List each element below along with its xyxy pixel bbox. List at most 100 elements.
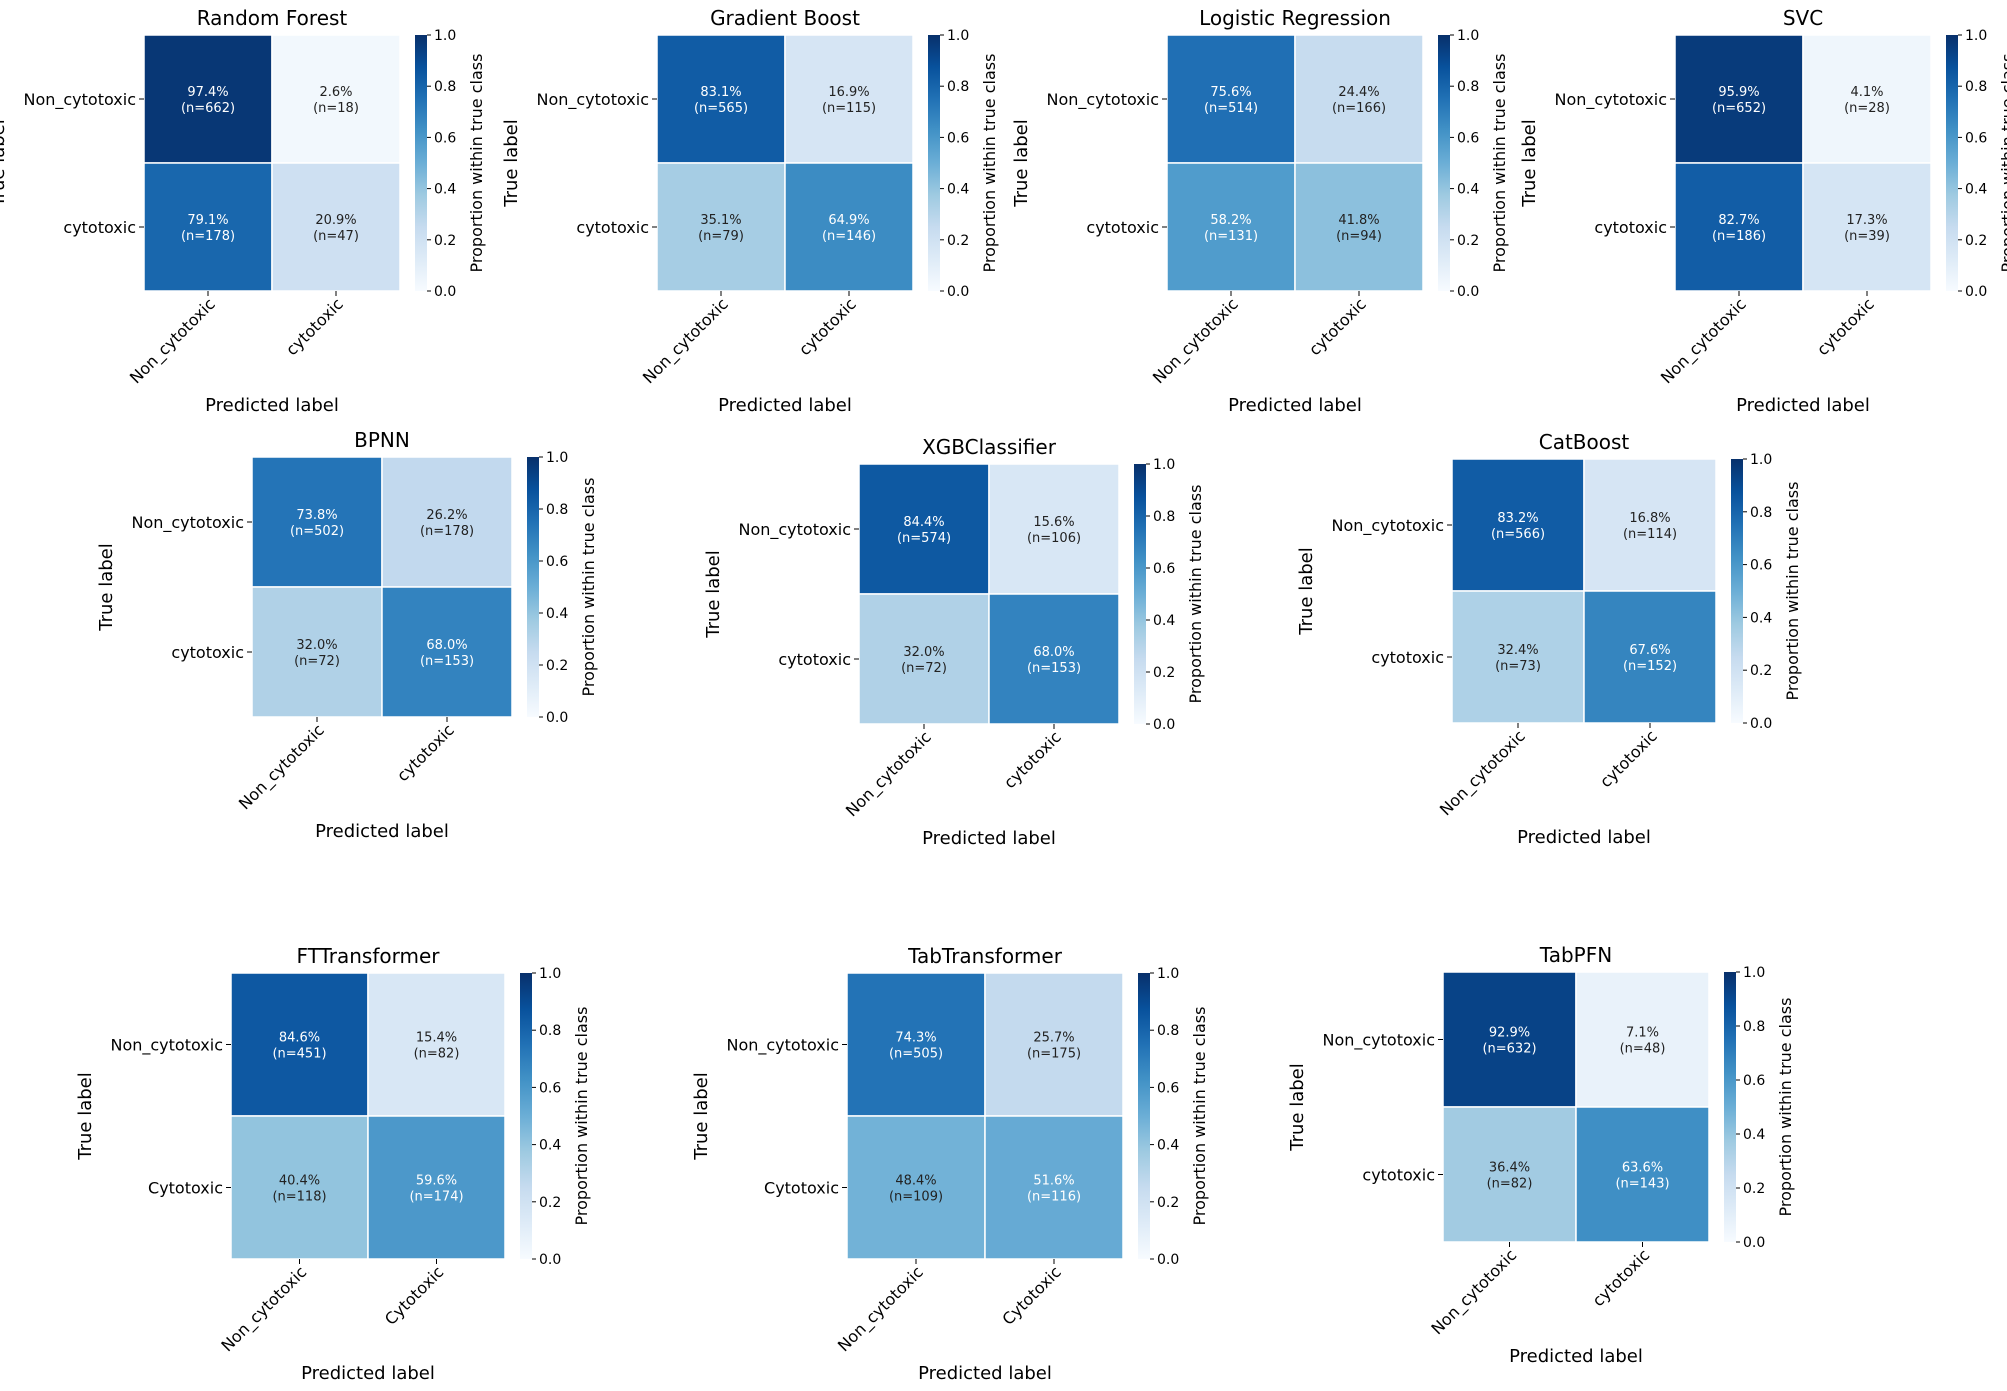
- colorbar-tick-label: 0.0: [1965, 284, 1987, 300]
- y-tick-label: Non_cytotoxic: [1331, 516, 1444, 536]
- cell-percent-label: 26.2%: [426, 508, 467, 523]
- heatmap-cell: [1583, 590, 1717, 724]
- panel-title: Random Forest: [197, 6, 348, 30]
- cell-count-label: (n=178): [181, 229, 235, 244]
- colorbar-tick-label: 0.6: [546, 554, 568, 570]
- heatmap-cell: [1166, 34, 1296, 164]
- cell-count-label: (n=186): [1712, 229, 1766, 244]
- colorbar-label: Proportion within true class: [1998, 54, 2007, 273]
- cell-count-label: (n=131): [1204, 229, 1258, 244]
- colorbar-tick-label: 0.6: [1157, 1080, 1179, 1096]
- cell-count-label: (n=118): [272, 1190, 326, 1205]
- heatmap-cell: [143, 34, 273, 164]
- colorbar-tick-label: 0.2: [1157, 1195, 1179, 1211]
- colorbar-tick-label: 0.8: [1965, 79, 1987, 95]
- y-axis-label: True label: [1519, 119, 1540, 208]
- heatmap-cell: [1442, 971, 1577, 1108]
- cell-count-label: (n=662): [181, 101, 235, 116]
- y-tick-label: cytotoxic: [778, 650, 851, 669]
- y-axis-label: True label: [75, 1072, 96, 1161]
- y-tick-label: cytotoxic: [1086, 218, 1159, 237]
- colorbar-tick-label: 0.4: [1965, 182, 1987, 198]
- y-tick-label: Non_cytotoxic: [1554, 90, 1667, 110]
- confusion-matrix-panel: FTTransformer 84.6%(n=451) 15.4%(n=82) 40.4…: [75, 944, 591, 1384]
- colorbar: [1438, 35, 1450, 291]
- y-tick-label: cytotoxic: [1362, 1166, 1435, 1185]
- cell-count-label: (n=72): [294, 654, 340, 669]
- colorbar-tick-label: 0.6: [1457, 130, 1479, 146]
- cell-count-label: (n=632): [1482, 1042, 1536, 1057]
- cell-count-label: (n=652): [1712, 101, 1766, 116]
- heatmap-cell: [230, 972, 369, 1117]
- x-tick-label: cytotoxic: [1813, 294, 1878, 359]
- heatmap-cell: [381, 456, 513, 588]
- y-tick-label: Non_cytotoxic: [131, 513, 244, 533]
- colorbar-tick-label: 0.4: [1157, 1138, 1179, 1154]
- cell-count-label: (n=146): [822, 229, 876, 244]
- cell-count-label: (n=174): [409, 1190, 463, 1205]
- colorbar-tick-label: 0.6: [1153, 561, 1175, 577]
- heatmap-cell: [1442, 1106, 1577, 1243]
- colorbar-label: Proportion within true class: [572, 1007, 591, 1226]
- x-tick-label: Non_cytotoxic: [834, 1262, 928, 1356]
- x-tick-label: Cytotoxic: [998, 1262, 1064, 1328]
- cell-count-label: (n=48): [1620, 1042, 1666, 1057]
- confusion-matrix-panel: CatBoost83.2%(n=566)16.8%(n=114)32.4%(n=…: [1296, 430, 1802, 848]
- colorbar-tick-label: 0.0: [1743, 1235, 1765, 1251]
- colorbar-tick-label: 0.6: [1743, 1073, 1765, 1089]
- y-axis-label: True label: [96, 543, 117, 632]
- cell-percent-label: 73.8%: [296, 508, 337, 523]
- cell-percent-label: 58.2%: [1210, 213, 1251, 228]
- y-tick-label: Non_cytotoxic: [738, 520, 851, 540]
- panel-title: Logistic Regression: [1199, 6, 1391, 30]
- cell-count-label: (n=502): [290, 524, 344, 539]
- heatmap-cell: [1575, 971, 1710, 1108]
- cell-percent-label: 36.4%: [1489, 1161, 1530, 1176]
- cell-count-label: (n=39): [1844, 229, 1890, 244]
- cell-percent-label: 32.4%: [1497, 643, 1538, 658]
- cell-count-label: (n=72): [901, 661, 947, 676]
- colorbar-tick-label: 1.0: [1457, 28, 1479, 44]
- y-axis-label: True label: [703, 550, 724, 639]
- colorbar-tick-label: 0.4: [1743, 1127, 1765, 1143]
- colorbar-tick-label: 0.0: [1153, 717, 1175, 733]
- cell-count-label: (n=73): [1495, 659, 1541, 674]
- x-tick-label: Non_cytotoxic: [1427, 1245, 1521, 1339]
- cell-percent-label: 97.4%: [187, 85, 228, 100]
- cell-count-label: (n=28): [1844, 101, 1890, 116]
- y-axis-label: True label: [0, 119, 9, 208]
- confusion-matrix-panel: TabPFN 92.9%(n=632) 7.1%(n=48) 36.4%(n=82) 6…: [1287, 943, 1795, 1367]
- colorbar: [1946, 35, 1958, 291]
- y-axis-label: True label: [1287, 1063, 1308, 1152]
- colorbar-tick-label: 0.2: [1750, 663, 1772, 679]
- y-tick-label: cytotoxic: [63, 218, 136, 237]
- y-tick-label: Cytotoxic: [148, 1179, 223, 1198]
- colorbar-tick-label: 0.6: [1965, 130, 1987, 146]
- heatmap-cell: [988, 463, 1120, 595]
- x-tick-label: Non_cytotoxic: [1657, 294, 1751, 388]
- cell-count-label: (n=566): [1491, 527, 1545, 542]
- x-axis-label: Predicted label: [205, 395, 339, 416]
- colorbar: [1731, 459, 1743, 723]
- heatmap-cell: [271, 34, 401, 164]
- confusion-matrix-panel: TabTransformer 74.3%(n=505) 25.7%(n=175) 48…: [691, 944, 1209, 1384]
- heatmap-cell: [1674, 34, 1804, 164]
- cell-percent-label: 2.6%: [319, 85, 352, 100]
- colorbar-tick-label: 0.8: [434, 79, 456, 95]
- cell-count-label: (n=153): [420, 654, 474, 669]
- x-tick-label: cytotoxic: [282, 294, 347, 359]
- cell-count-label: (n=153): [1027, 661, 1081, 676]
- confusion-matrix-panel: SVC 95.9%(n=652) 4.1%(n=28) 82.7%(n=186) 17.…: [1519, 6, 2007, 416]
- colorbar: [1724, 972, 1736, 1242]
- cell-percent-label: 25.7%: [1033, 1031, 1074, 1046]
- colorbar-tick-label: 0.4: [947, 182, 969, 198]
- panel-title: SVC: [1783, 6, 1823, 30]
- x-axis-label: Predicted label: [1517, 827, 1651, 848]
- heatmap-cell: [846, 972, 986, 1117]
- x-tick-label: Non_cytotoxic: [1436, 726, 1530, 820]
- cell-percent-label: 15.4%: [416, 1031, 457, 1046]
- cell-percent-label: 16.8%: [1629, 511, 1670, 526]
- colorbar-label: Proportion within true class: [1190, 1007, 1209, 1226]
- cell-count-label: (n=114): [1623, 527, 1677, 542]
